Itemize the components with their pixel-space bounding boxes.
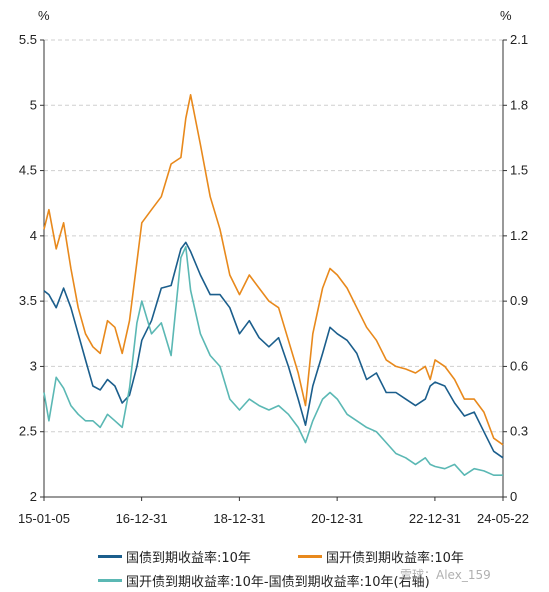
y-left-tick-label: 3: [30, 358, 37, 373]
y-left-tick-label: 4.5: [19, 163, 37, 178]
y-left-tick-label: 4: [30, 228, 37, 243]
y-right-tick-label: 0.3: [510, 424, 528, 439]
y-left-tick-label: 2: [30, 489, 37, 504]
line-chart: % % 2 2.5 3 3.5 4 4.5 5 5.5 0 0.3 0.6 0.9 1.2 1.5 1.8…: [18, 8, 529, 526]
left-axis-ticks: 2 2.5 3 3.5 4 4.5 5 5.5: [19, 32, 44, 504]
series-line-0: [43, 241, 504, 459]
x-tick-label: 18-12-31: [213, 511, 265, 526]
legend-label: 国开债到期收益率:10年: [326, 551, 464, 566]
y-right-tick-label: 0.6: [510, 358, 528, 373]
y-left-tick-label: 2.5: [19, 424, 37, 439]
x-tick-label: 15-01-05: [18, 511, 70, 526]
right-axis-ticks: 0 0.3 0.6 0.9 1.2 1.5 1.8 2.1: [503, 32, 528, 504]
legend-swatch: [298, 555, 322, 558]
legend-item-gov-bond: 国债到期收益率:10年: [98, 547, 251, 566]
left-axis-unit: %: [38, 8, 50, 23]
legend-swatch: [98, 579, 122, 582]
series-line-2: [43, 245, 503, 476]
x-tick-label: 22-12-31: [409, 511, 461, 526]
y-right-tick-label: 0: [510, 489, 517, 504]
y-right-tick-label: 0.9: [510, 293, 528, 308]
series-line-1: [43, 94, 504, 446]
y-left-tick-label: 5: [30, 97, 37, 112]
right-axis-unit: %: [500, 8, 512, 23]
legend-label: 国开债到期收益率:10年-国债到期收益率:10年(右轴): [126, 575, 430, 590]
legend-item-cdb-bond: 国开债到期收益率:10年: [298, 547, 464, 566]
y-left-tick-label: 3.5: [19, 293, 37, 308]
y-left-tick-label: 5.5: [19, 32, 37, 47]
x-tick-label: 16-12-31: [116, 511, 168, 526]
y-right-tick-label: 1.5: [510, 163, 528, 178]
x-tick-label: 20-12-31: [311, 511, 363, 526]
series-lines: [43, 94, 504, 476]
legend-swatch: [98, 555, 122, 558]
y-right-tick-label: 2.1: [510, 32, 528, 47]
y-right-tick-label: 1.8: [510, 97, 528, 112]
watermark: 雪球：Alex_159: [400, 568, 491, 582]
legend-item-spread: 国开债到期收益率:10年-国债到期收益率:10年(右轴): [98, 571, 430, 590]
grid-lines: [44, 39, 503, 433]
axes: [43, 40, 504, 498]
x-tick-label: 24-05-22: [477, 511, 529, 526]
legend-label: 国债到期收益率:10年: [126, 551, 251, 566]
y-right-tick-label: 1.2: [510, 228, 528, 243]
x-axis-ticks: 15-01-05 16-12-31 18-12-31 20-12-31 22-12-31…: [18, 497, 529, 526]
legend: 国债到期收益率:10年 国开债到期收益率:10年 国开债到期收益率:10年-国债…: [0, 540, 549, 592]
